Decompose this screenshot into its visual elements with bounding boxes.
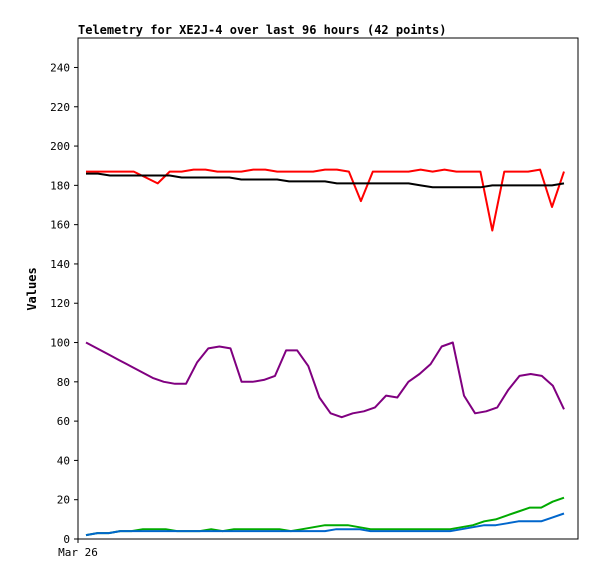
y-axis-label: Values — [25, 267, 39, 310]
series-line-4 — [85, 496, 565, 537]
y-tick-label: 80 — [57, 376, 70, 389]
y-tick-label: 0 — [63, 533, 70, 546]
series-line-2 — [86, 172, 565, 189]
y-axis: 0 20 40 60 80 100 120 140 160 180 200 220 240 — [50, 61, 78, 546]
y-tick-label: 200 — [50, 140, 70, 153]
y-tick-label: 40 — [57, 454, 70, 467]
y-tick-label: 220 — [50, 101, 70, 114]
series-lines — [85, 168, 565, 537]
y-tick-label: 240 — [50, 61, 70, 74]
chart-title: Telemetry for XE2J-4 over last 96 hours … — [78, 23, 446, 37]
x-axis: Mar 26 — [58, 539, 98, 559]
plot-frame — [77, 37, 579, 540]
y-tick-label: 20 — [57, 494, 70, 507]
y-tick-label: 160 — [50, 219, 70, 232]
y-tick-label: 60 — [57, 415, 70, 428]
x-tick-label: Mar 26 — [58, 546, 98, 559]
y-tick-label: 180 — [50, 179, 70, 192]
series-line-3 — [85, 341, 565, 419]
y-tick-label: 100 — [50, 337, 70, 350]
series-line-5 — [85, 512, 565, 537]
y-tick-label: 120 — [50, 297, 70, 310]
y-tick-label: 140 — [50, 258, 70, 271]
